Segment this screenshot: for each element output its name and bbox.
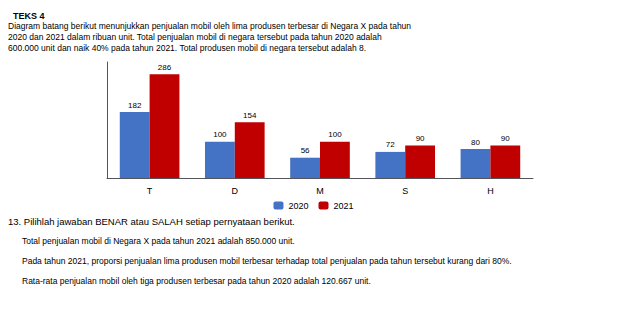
svg-text:S: S [402,186,408,196]
svg-text:154: 154 [243,111,257,120]
svg-text:13. Pilihlah jawaban BENAR ata: 13. Pilihlah jawaban BENAR atau SALAH se… [8,216,295,227]
svg-text:Rata-rata penjualan mobil oleh: Rata-rata penjualan mobil oleh tiga prod… [22,276,371,286]
svg-text:90: 90 [416,134,425,143]
svg-text:M: M [316,186,324,196]
svg-text:56: 56 [301,146,310,155]
svg-text:2020: 2020 [288,201,308,211]
svg-text:Diagram batang berikut menunju: Diagram batang berikut menunjukkan penju… [8,21,411,31]
svg-text:D: D [232,186,239,196]
svg-text:TEKS 4: TEKS 4 [13,11,45,21]
svg-text:72: 72 [386,140,395,149]
svg-text:80: 80 [471,138,480,147]
svg-text:2020 dan 2021 dalam ribuan uni: 2020 dan 2021 dalam ribuan unit. Total p… [8,32,382,42]
svg-text:100: 100 [213,130,227,139]
svg-text:90: 90 [501,134,510,143]
svg-text:182: 182 [128,101,142,110]
svg-text:H: H [487,186,494,196]
svg-text:2021: 2021 [334,201,354,211]
svg-text:286: 286 [158,63,172,72]
svg-text:600.000 unit dan naik 40% pada: 600.000 unit dan naik 40% pada tahun 202… [8,43,366,53]
svg-text:Total penjualan mobil di Negar: Total penjualan mobil di Negara X pada t… [22,236,295,246]
svg-text:Pada tahun 2021, proporsi penj: Pada tahun 2021, proporsi penjualan lima… [22,256,512,266]
svg-text:T: T [147,186,153,196]
svg-text:100: 100 [328,130,342,139]
